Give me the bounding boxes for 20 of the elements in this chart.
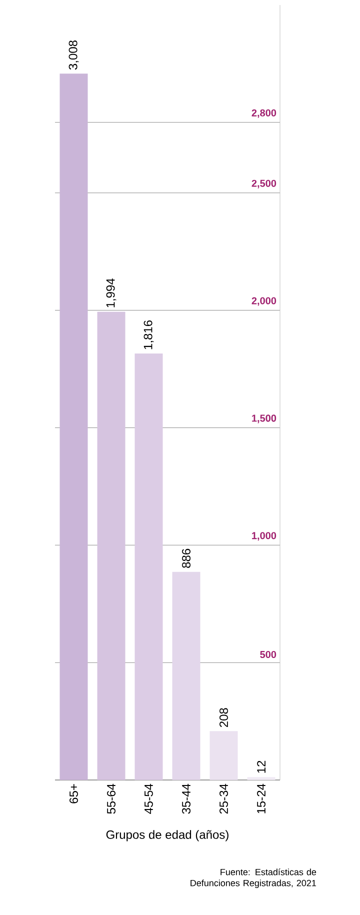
data-label: 886 bbox=[182, 548, 190, 568]
data-label: 12 bbox=[257, 760, 266, 773]
x-tick-label: 65+ bbox=[70, 784, 78, 804]
data-label: 3,008 bbox=[68, 40, 79, 70]
x-tick-label: 55-64 bbox=[107, 784, 116, 814]
x-tick-label: 15-24 bbox=[257, 784, 266, 814]
y-tick-label: 500 bbox=[260, 650, 276, 658]
x-tick-label: 45-54 bbox=[144, 784, 153, 814]
data-label: 1,816 bbox=[144, 320, 154, 350]
y-tick-label: 2,500 bbox=[252, 180, 276, 188]
y-tick-label: 1,000 bbox=[252, 532, 276, 541]
x-tick-label: 25-34 bbox=[220, 784, 228, 814]
y-tick-label: 2,000 bbox=[252, 297, 276, 306]
x-axis-title: Grupos de edad (años) bbox=[106, 830, 228, 842]
data-label: 1,994 bbox=[106, 278, 116, 308]
y-tick-label: 2,800 bbox=[252, 109, 276, 118]
source-note: Fuente: Estadísticas de Defunciones Registradas, 2021 bbox=[190, 868, 316, 888]
x-tick-label: 35-44 bbox=[182, 784, 190, 814]
y-tick-label: 1,500 bbox=[252, 414, 276, 424]
data-label: 208 bbox=[220, 708, 228, 728]
